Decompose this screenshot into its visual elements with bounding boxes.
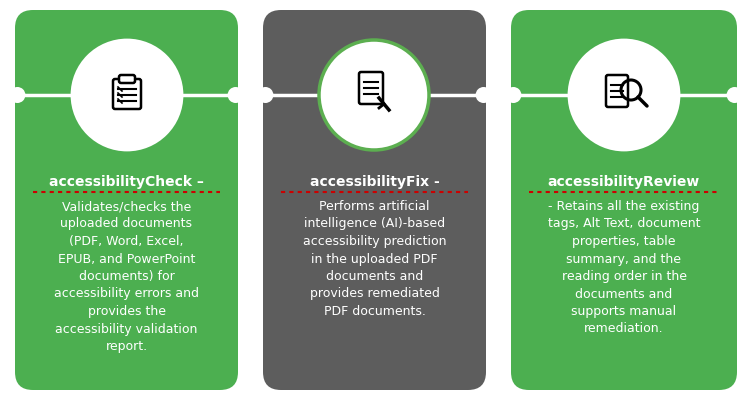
FancyBboxPatch shape: [511, 10, 737, 390]
Circle shape: [319, 40, 429, 150]
Text: accessibilityFix -: accessibilityFix -: [310, 175, 439, 189]
FancyBboxPatch shape: [113, 79, 141, 109]
FancyBboxPatch shape: [15, 10, 238, 390]
Text: - Retains all the existing
tags, Alt Text, document
properties, table
summary, a: - Retains all the existing tags, Alt Tex…: [547, 200, 700, 336]
Circle shape: [505, 87, 521, 103]
Circle shape: [72, 40, 182, 150]
FancyBboxPatch shape: [606, 75, 628, 107]
Circle shape: [9, 87, 26, 103]
Text: accessibilityCheck –: accessibilityCheck –: [49, 175, 204, 189]
Circle shape: [475, 87, 492, 103]
Text: Performs artificial
intelligence (AI)-based
accessibility prediction
in the uplo: Performs artificial intelligence (AI)-ba…: [303, 200, 446, 318]
Circle shape: [228, 87, 244, 103]
Circle shape: [726, 87, 743, 103]
Text: accessibilityReview: accessibilityReview: [548, 175, 700, 189]
Text: Validates/checks the
uploaded documents
(PDF, Word, Excel,
EPUB, and PowerPoint
: Validates/checks the uploaded documents …: [54, 200, 199, 353]
FancyBboxPatch shape: [119, 75, 135, 83]
FancyBboxPatch shape: [263, 10, 486, 390]
Circle shape: [569, 40, 679, 150]
Circle shape: [257, 87, 274, 103]
FancyBboxPatch shape: [359, 72, 383, 104]
